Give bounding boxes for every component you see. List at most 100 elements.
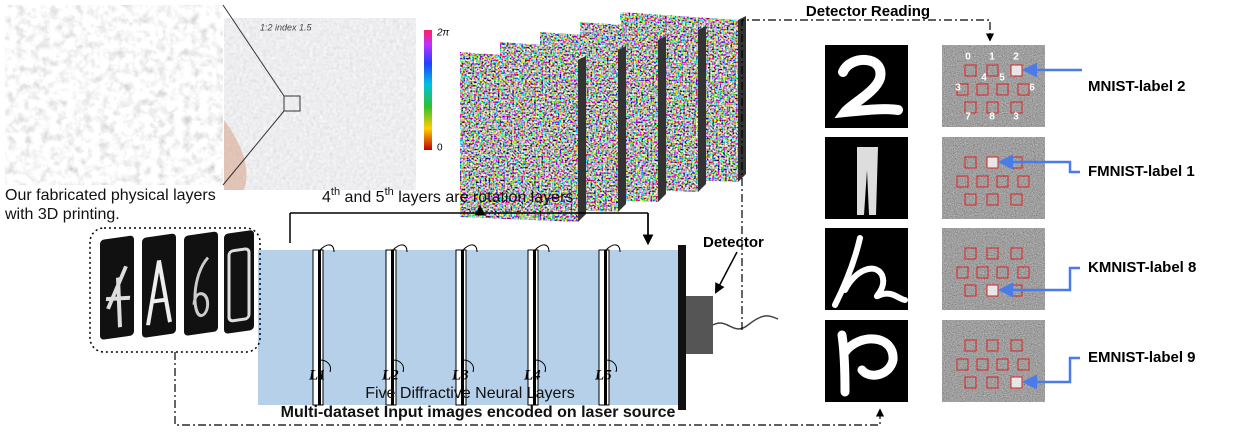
detector-region bbox=[986, 247, 999, 260]
glyph bbox=[227, 247, 251, 323]
detector-region bbox=[986, 193, 999, 206]
region-digit: 6 bbox=[1029, 83, 1035, 94]
lens-tick bbox=[319, 359, 331, 373]
text: 4 bbox=[322, 189, 331, 206]
lens-core bbox=[318, 250, 321, 405]
lens-core bbox=[461, 250, 464, 405]
detector-plate bbox=[678, 245, 686, 410]
dataset-label: EMNIST-label 9 bbox=[1088, 349, 1196, 366]
detector-region bbox=[1010, 339, 1023, 352]
dataset-label: MNIST-label 2 bbox=[1088, 78, 1186, 95]
label-arrow bbox=[998, 154, 1080, 174]
input-card bbox=[224, 230, 254, 334]
layer-label: L1 bbox=[308, 367, 326, 383]
detector-region bbox=[1010, 247, 1023, 260]
detector-region bbox=[964, 193, 977, 206]
region-digit: 3 bbox=[955, 83, 961, 94]
lens-tick bbox=[534, 359, 546, 373]
dataset-label: FMNIST-label 1 bbox=[1088, 163, 1195, 180]
detector-region bbox=[956, 358, 969, 371]
detector-region bbox=[996, 83, 1009, 96]
detector-region bbox=[976, 266, 989, 279]
detector-region bbox=[986, 339, 999, 352]
detector-hit bbox=[986, 156, 999, 169]
layer-edge bbox=[578, 56, 586, 222]
detector-region bbox=[964, 284, 977, 297]
colorbar-min: 0 bbox=[437, 143, 443, 154]
label-arrow bbox=[998, 266, 1080, 298]
layer-edge bbox=[698, 26, 706, 192]
layer-label: L2 bbox=[381, 367, 399, 383]
detector-region bbox=[964, 376, 977, 389]
detector-region bbox=[986, 376, 999, 389]
layers-caption: Five Diffractive Neural Layers bbox=[365, 385, 575, 402]
layer-label: L4 bbox=[523, 367, 541, 383]
bracket-arrow bbox=[289, 213, 648, 243]
detector-region bbox=[1010, 101, 1023, 114]
digit bbox=[834, 54, 903, 119]
text: th bbox=[385, 186, 394, 198]
detector-region bbox=[956, 83, 969, 96]
layer-edge bbox=[658, 36, 666, 202]
detector-region bbox=[956, 175, 969, 188]
photo-caption: Our fabricated physical layers bbox=[5, 187, 216, 204]
detector-hit bbox=[1010, 64, 1023, 77]
detector-region bbox=[1017, 266, 1030, 279]
region-digit: 1 bbox=[989, 52, 995, 63]
detector-region bbox=[956, 266, 969, 279]
lens-tick bbox=[462, 359, 474, 373]
detector-region bbox=[1010, 193, 1023, 206]
title: Detector Reading bbox=[806, 3, 930, 20]
route-line bbox=[174, 352, 885, 426]
detector-hit bbox=[1010, 376, 1023, 389]
lens-tick bbox=[605, 244, 621, 253]
phase-layers bbox=[460, 12, 746, 222]
detector-region bbox=[996, 358, 1009, 371]
lenses: L1 L2 L3 L4 L5 bbox=[308, 244, 621, 406]
detector-arrow bbox=[715, 251, 738, 294]
text: and 5 bbox=[340, 189, 385, 206]
laser-beam bbox=[258, 250, 680, 405]
region-digit: 0 bbox=[965, 52, 971, 63]
layer-label: L5 bbox=[594, 367, 612, 383]
zoom-line bbox=[222, 110, 285, 186]
lens-core bbox=[604, 250, 607, 405]
dataset-label: KMNIST-label 8 bbox=[1088, 259, 1196, 276]
detector-region bbox=[964, 101, 977, 114]
digit bbox=[832, 235, 908, 308]
detector-region bbox=[964, 247, 977, 260]
route-line bbox=[741, 19, 995, 330]
detector-region bbox=[964, 339, 977, 352]
text: th bbox=[331, 186, 340, 198]
layer-edge bbox=[618, 46, 626, 212]
detector bbox=[686, 296, 713, 354]
lens-tick bbox=[392, 359, 404, 373]
zoom-line bbox=[222, 4, 285, 97]
photo-caption: with 3D printing. bbox=[4, 206, 120, 223]
detector-label: Detector bbox=[703, 234, 764, 251]
region-digit: 4 bbox=[981, 73, 987, 84]
finger bbox=[224, 120, 247, 190]
glyph bbox=[105, 265, 131, 328]
region-digit: 5 bbox=[999, 73, 1005, 84]
lens-tick bbox=[534, 244, 550, 253]
cable bbox=[712, 315, 779, 330]
rotation-note: 4th and 5th layers are rotation layers bbox=[322, 186, 573, 206]
glyph bbox=[146, 259, 172, 326]
detector-region bbox=[976, 358, 989, 371]
detector-hit bbox=[986, 284, 999, 297]
detector-region bbox=[986, 64, 999, 77]
input-box bbox=[89, 227, 261, 353]
lens-tick bbox=[462, 244, 478, 253]
digit bbox=[837, 330, 898, 397]
layer-label: L3 bbox=[451, 367, 469, 383]
detector-region bbox=[1017, 83, 1030, 96]
glyph bbox=[192, 256, 210, 318]
detector-region bbox=[1017, 358, 1030, 371]
text: layers are rotation layers bbox=[394, 189, 574, 206]
colorbar-max: 2π bbox=[436, 28, 450, 39]
region-digit: 8 bbox=[989, 112, 995, 123]
lens-core bbox=[533, 250, 536, 405]
input-cards bbox=[100, 230, 254, 340]
